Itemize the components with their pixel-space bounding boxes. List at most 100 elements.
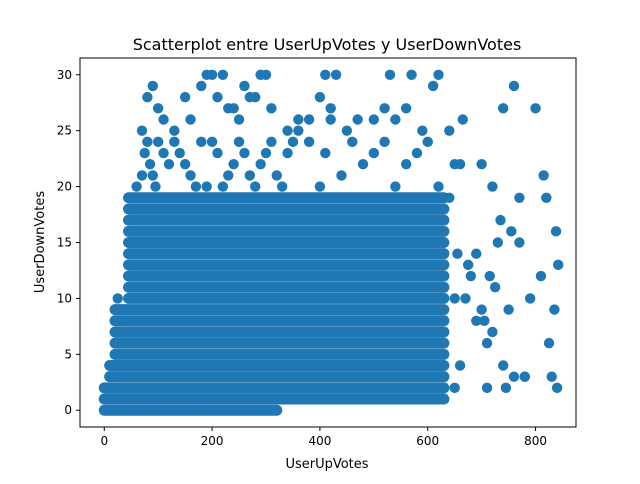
scatter-point [487, 181, 498, 192]
scatter-point [152, 405, 164, 416]
scatter-point [484, 270, 495, 282]
scatter-point [117, 304, 129, 315]
scatter-point [142, 91, 153, 103]
scatter-point [465, 270, 477, 282]
scatter-point [384, 69, 396, 80]
scatter-point [185, 114, 196, 125]
scatter-point [266, 103, 277, 114]
scatter-point [551, 382, 563, 394]
scatter-point [462, 259, 474, 271]
scatter-point [212, 91, 223, 103]
scatter-point [169, 125, 180, 136]
scatter-point [336, 170, 347, 181]
scatter-point [452, 248, 463, 259]
scatter-point [550, 226, 562, 237]
y-tick-label: 25 [57, 124, 72, 138]
scatter-point [530, 103, 541, 114]
scatter-point [233, 405, 245, 416]
scatter-point [479, 315, 490, 326]
scatter-point [190, 181, 202, 192]
scatter-point [514, 237, 525, 248]
scatter-point [233, 114, 245, 125]
scatter-point [498, 103, 509, 114]
scatter-point [217, 69, 229, 80]
scatter-point [500, 382, 512, 394]
scatter-point [535, 270, 547, 282]
scatter-point [179, 405, 191, 416]
scatter-point [368, 147, 380, 159]
scatter-point [320, 147, 331, 159]
scatter-point [549, 304, 560, 315]
scatter-point [250, 405, 261, 416]
scatter-point [325, 114, 336, 125]
y-tick-label: 15 [57, 236, 72, 250]
scatter-point [471, 248, 482, 259]
x-axis: 0 200 400 600 800 [100, 427, 547, 448]
scatter-point [287, 136, 299, 148]
scatter-point [538, 170, 549, 181]
scatter-point [543, 337, 555, 349]
scatter-point [266, 136, 277, 148]
scatter-point [454, 159, 466, 170]
scatter-point [422, 136, 433, 148]
scatter-point [179, 91, 191, 103]
scatter-point [174, 147, 185, 159]
scatter-point [481, 382, 493, 394]
scatter-point [185, 170, 196, 181]
scatter-point [206, 69, 218, 80]
scatter-point [266, 405, 277, 416]
scatter-point [460, 293, 471, 304]
scatter-point [255, 159, 266, 170]
scatter-point [357, 159, 369, 170]
scatter-point [508, 80, 520, 92]
scatter-point [228, 103, 239, 114]
scatter-point [379, 103, 390, 114]
scatter-point [276, 181, 288, 192]
scatter-point [514, 192, 525, 203]
scatter-point [449, 293, 460, 304]
plot-area [79, 57, 577, 428]
dense-point-cloud [98, 192, 450, 416]
scatter-point [126, 405, 137, 416]
scatter-point [152, 136, 164, 148]
scatter-point [201, 181, 212, 192]
scatter-point [303, 114, 315, 125]
scatter-point [449, 382, 460, 394]
scatter-point [379, 136, 390, 148]
scatter-point [260, 69, 272, 80]
scatter-point [144, 159, 156, 170]
scatter-point [158, 147, 169, 159]
scatter-point [282, 147, 293, 159]
y-tick-label: 5 [64, 347, 72, 361]
scatter-point [239, 80, 250, 92]
scatter-point [390, 114, 401, 125]
scatter-point [163, 159, 175, 170]
scatter-point [400, 159, 412, 170]
scatter-point [506, 226, 517, 237]
scatter-point [115, 315, 126, 326]
scatter-point [325, 103, 336, 114]
scatter-point [136, 170, 148, 181]
scatter-point [260, 147, 272, 159]
scatter-point [109, 349, 121, 360]
scatter-point [99, 393, 110, 405]
scatter-point [508, 371, 520, 382]
y-tick-label: 0 [64, 403, 72, 417]
scatter-point [457, 114, 468, 125]
scatter-point [250, 181, 261, 192]
x-axis-label: UserUpVotes [285, 457, 368, 472]
x-tick-label: 800 [524, 434, 547, 448]
scatter-point [169, 136, 180, 148]
y-tick-label: 10 [57, 291, 72, 305]
scatter-point [498, 360, 509, 371]
scatter-point [217, 181, 229, 192]
scatter-point [303, 136, 315, 148]
scatter-point [400, 103, 412, 114]
scatter-point [503, 304, 514, 315]
scatter-point [546, 371, 557, 382]
scatter-point [390, 181, 401, 192]
scatter-points [99, 69, 564, 416]
scatter-point [341, 125, 353, 136]
